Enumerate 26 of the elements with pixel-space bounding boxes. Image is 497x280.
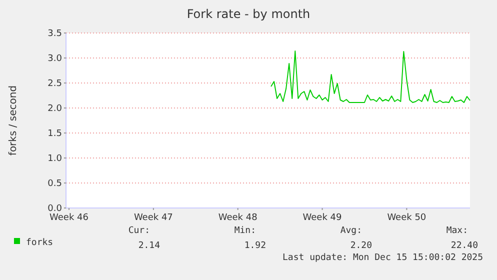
legend-label: forks [26,238,54,248]
text: 22.40 [450,241,478,251]
y-tick-label: 3.5 [48,29,62,40]
text: Avg: [340,226,362,236]
x-tick-label: Week 47 [134,213,173,223]
y-tick-label: 0.5 [48,179,62,190]
text: Last update: Mon Dec 15 15:00:02 2025 [282,253,483,263]
x-tick-label: Week 49 [302,213,342,223]
x-tick-label: Week 48 [218,213,258,223]
y-tick-label: 3.0 [48,54,62,64]
y-tick-label: 1.0 [48,154,62,164]
x-tick-label: Week 50 [387,213,426,223]
y-tick-label: 2.0 [48,104,62,114]
y-tick-label: 0.0 [48,204,62,214]
line-series [270,50,470,103]
x-tick-label: Week 46 [50,213,89,223]
chart-title: Fork rate - by month [186,7,310,21]
y-axis-title: forks / second [8,85,19,156]
text: Max: [446,226,468,236]
text: Cur: [128,226,150,236]
text: 2.14 [138,241,160,251]
y-tick-label: 1.5 [48,129,62,140]
y-tick-label: 2.5 [48,79,62,90]
text: 2.20 [350,241,372,251]
text: 1.92 [244,241,266,251]
text: Min: [234,226,256,236]
